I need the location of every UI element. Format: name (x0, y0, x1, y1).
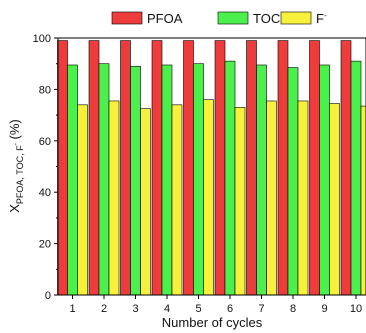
bar-toc-cycle-7 (256, 64, 267, 296)
bar-f-cycle-10 (360, 105, 366, 296)
y-axis-label-main: X (7, 204, 22, 213)
x-axis-label: Number of cycles (162, 315, 263, 330)
bar-toc-cycle-1 (67, 64, 78, 296)
x-tick-label: 3 (132, 303, 138, 315)
x-tick-label: 7 (258, 303, 264, 315)
y-tick-label: 80 (39, 84, 51, 96)
bar-pfoa-cycle-5 (183, 40, 194, 296)
bar-f-cycle-2 (108, 100, 120, 296)
x-tick-label: 10 (350, 303, 362, 315)
bar-pfoa-cycle-10 (340, 40, 352, 296)
bar-toc-cycle-2 (98, 63, 110, 296)
x-axis-ticks: 1 2 3 4 5 6 7 8 9 10 (69, 295, 362, 315)
x-tick-label: 1 (69, 303, 75, 315)
bar-pfoa-cycle-3 (120, 40, 131, 296)
y-axis-label-subscript-sup: - (13, 142, 20, 145)
legend-label-toc: TOC (253, 11, 280, 26)
legend-swatch-toc (217, 11, 249, 25)
x-tick-label: 4 (164, 303, 170, 315)
bar-toc-cycle-10 (350, 60, 362, 296)
bar-toc-cycle-8 (287, 67, 299, 296)
bars (57, 40, 366, 296)
y-tick-label: 20 (39, 239, 51, 251)
bar-pfoa-cycle-2 (88, 40, 100, 296)
bar-toc-cycle-5 (193, 63, 204, 296)
bar-pfoa-cycle-1 (57, 40, 68, 296)
y-axis-ticks: 0 20 40 60 80 100 (33, 33, 58, 302)
legend-label-f: F- (316, 11, 327, 26)
x-tick-label: 9 (321, 303, 327, 315)
y-tick-label: 100 (33, 33, 51, 45)
y-axis-label-subscript: PFOA, TOC, F (15, 145, 25, 204)
y-tick-label: 0 (45, 290, 51, 302)
y-axis-label-suffix: (%) (7, 119, 22, 143)
x-tick-label: 5 (195, 303, 201, 315)
bar-f-cycle-9 (329, 103, 340, 296)
legend: PFOA TOC F- (111, 11, 327, 26)
y-tick-label: 60 (39, 136, 51, 148)
x-tick-label: 2 (101, 303, 107, 315)
bar-pfoa-cycle-4 (151, 40, 163, 296)
legend-swatch-f (280, 11, 312, 25)
bar-f-cycle-1 (77, 104, 88, 296)
bar-pfoa-cycle-7 (246, 40, 257, 296)
x-tick-label: 6 (227, 303, 233, 315)
bar-toc-cycle-9 (319, 64, 330, 296)
bar-f-cycle-8 (297, 100, 309, 296)
legend-swatch-pfoa (111, 11, 143, 25)
legend-label-pfoa: PFOA (147, 11, 183, 26)
y-axis-label: XPFOA, TOC, F- (%) (7, 119, 25, 213)
bar-toc-cycle-4 (161, 64, 173, 296)
bar-f-cycle-6 (234, 107, 246, 296)
bar-pfoa-cycle-9 (309, 40, 320, 296)
bar-pfoa-cycle-6 (214, 40, 226, 296)
x-tick-label: 8 (290, 303, 296, 315)
bar-f-cycle-4 (171, 104, 183, 296)
bar-f-cycle-7 (266, 100, 277, 296)
bar-f-cycle-5 (203, 99, 214, 296)
bar-pfoa-cycle-8 (277, 40, 289, 296)
bar-f-cycle-3 (140, 108, 151, 296)
y-tick-label: 40 (39, 187, 51, 199)
bar-toc-cycle-6 (224, 60, 236, 296)
bar-toc-cycle-3 (130, 65, 141, 296)
